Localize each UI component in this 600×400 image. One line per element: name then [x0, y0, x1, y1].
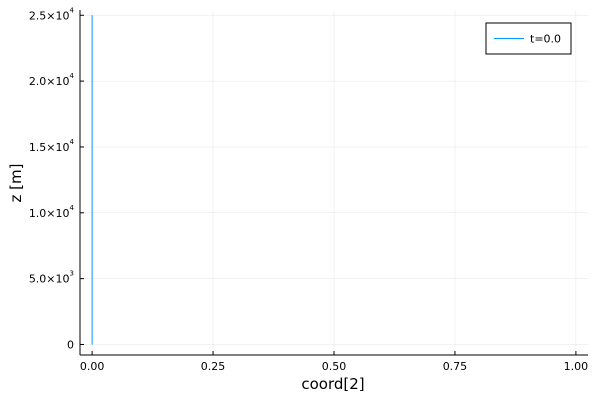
y-tick-label-4: 2.0×104: [29, 72, 75, 88]
grid-lines: [80, 10, 588, 355]
axes: [79, 10, 588, 356]
x-tick-label-3: 0.75: [443, 360, 468, 373]
x-tick-labels: 0.00 0.25 0.50 0.75 1.00: [80, 360, 588, 373]
x-tick-label-2: 0.50: [322, 360, 347, 373]
y-tick-labels: 0 5.0×103 1.0×104 1.5×104 2.0×104 2.5×104: [29, 6, 75, 351]
legend: t=0.0: [485, 22, 572, 55]
y-tick-label-2: 1.0×104: [29, 204, 75, 220]
y-tick-label-3: 1.5×104: [29, 138, 75, 154]
x-axis-title: coord[2]: [301, 375, 364, 393]
y-tick-label-5: 2.5×104: [29, 6, 75, 22]
x-tick-label-0: 0.00: [80, 360, 105, 373]
legend-label-t0: t=0.0: [530, 33, 561, 46]
y-tick-label-0: 0: [67, 338, 74, 351]
x-tick-label-1: 0.25: [201, 360, 226, 373]
y-tick-label-1: 5.0×103: [29, 270, 74, 286]
y-axis-title: z [m]: [7, 164, 25, 203]
x-tick-label-4: 1.00: [564, 360, 589, 373]
legend-box: [485, 22, 572, 55]
